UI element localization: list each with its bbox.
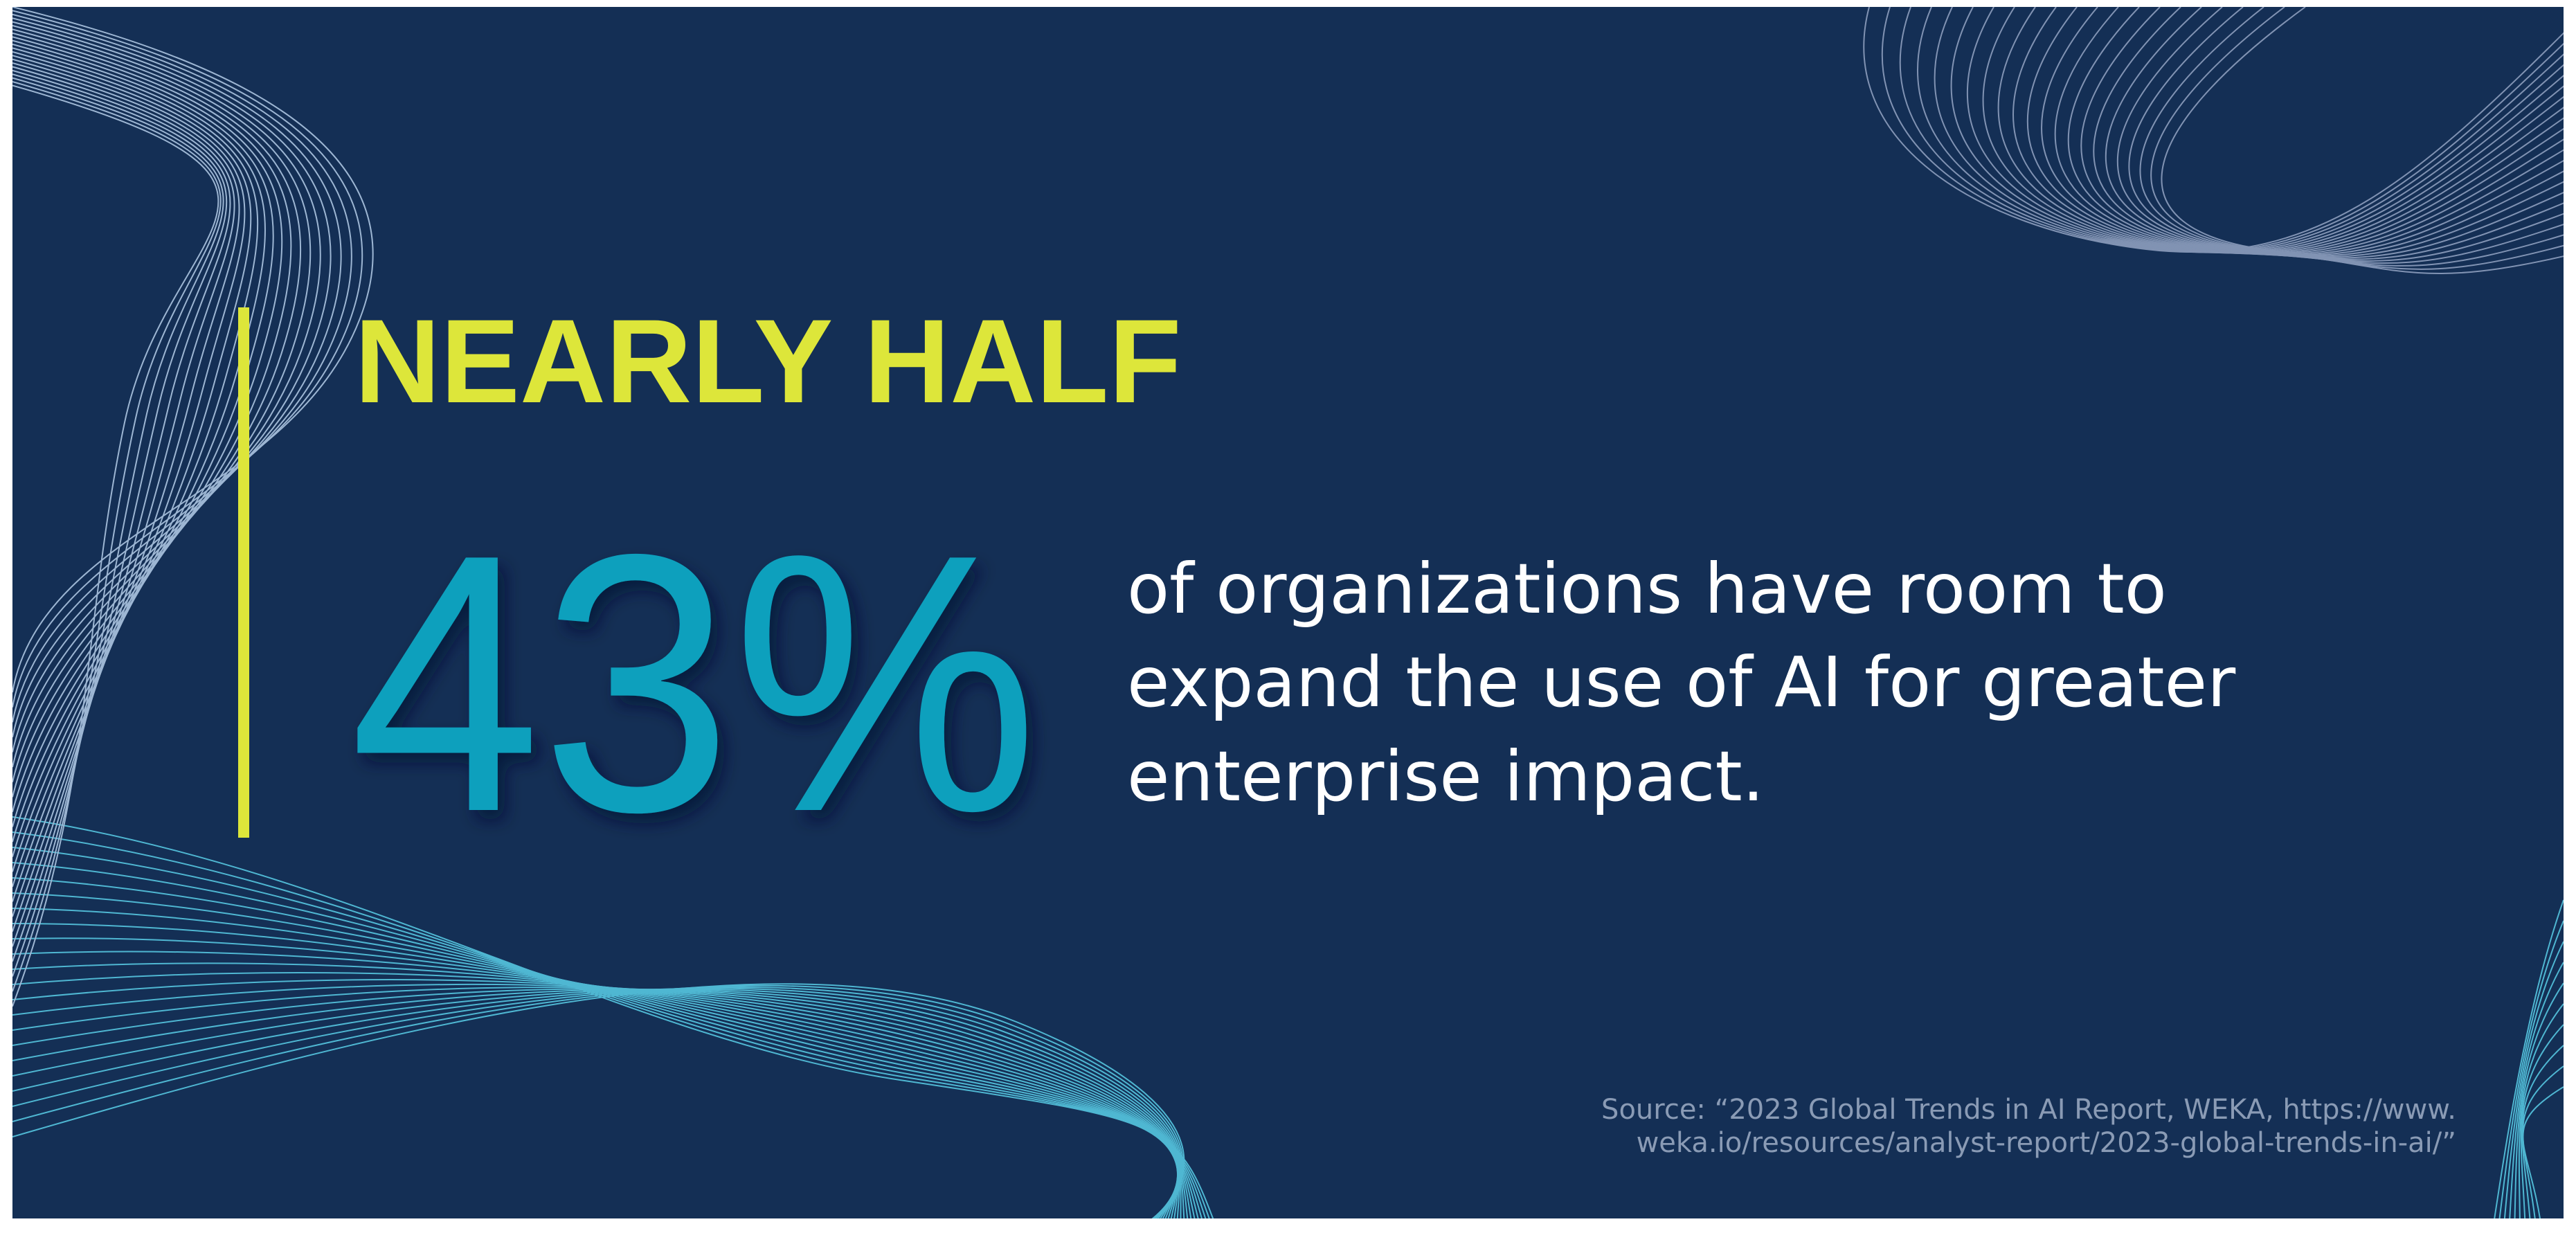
wave-line bbox=[2498, 920, 2564, 1218]
wave-line bbox=[12, 988, 1180, 1218]
wave-line bbox=[2161, 7, 2564, 274]
wave-line bbox=[12, 66, 235, 932]
wave-line bbox=[12, 987, 1181, 1218]
description-line: enterprise impact. bbox=[1127, 736, 1764, 817]
wave-line bbox=[1934, 7, 2564, 253]
wave-line bbox=[12, 51, 259, 872]
wave-line bbox=[1950, 7, 2564, 254]
wave-line bbox=[2521, 1045, 2564, 1218]
wave-line bbox=[2150, 7, 2564, 270]
wave-line bbox=[2128, 7, 2564, 264]
wave-line bbox=[12, 73, 228, 962]
description-line: expand the use of AI for greater bbox=[1127, 642, 2236, 723]
wave-line bbox=[12, 25, 321, 768]
wave-line bbox=[1997, 7, 2564, 255]
wave-line bbox=[2503, 941, 2564, 1218]
wave-line bbox=[1982, 7, 2564, 254]
wave-line bbox=[12, 988, 1179, 1218]
wave-line bbox=[1899, 7, 2564, 253]
wave-line bbox=[12, 28, 312, 782]
wave-line bbox=[12, 984, 1184, 1218]
wave-line bbox=[12, 69, 231, 947]
wave-line bbox=[12, 10, 363, 708]
wave-line bbox=[12, 21, 332, 753]
source-line: Source: “2023 Global Trends in AI Report… bbox=[1601, 1094, 2456, 1126]
wave-line bbox=[2518, 1003, 2564, 1218]
wave-line bbox=[12, 36, 292, 813]
wave-line bbox=[12, 986, 1182, 1218]
wave-line bbox=[12, 62, 240, 917]
wave-line bbox=[2067, 7, 2564, 258]
description: of organizations have room to expand the… bbox=[1127, 548, 2236, 817]
wave-line bbox=[2027, 7, 2564, 255]
wave-line bbox=[2012, 7, 2564, 255]
wave-line bbox=[2494, 899, 2564, 1218]
wave-line bbox=[12, 39, 283, 827]
wave-line bbox=[2509, 962, 2564, 1218]
wave-line bbox=[12, 47, 266, 857]
wave-line bbox=[12, 58, 246, 902]
wave-line bbox=[2116, 7, 2564, 262]
wave-line bbox=[2093, 7, 2564, 259]
wave-line bbox=[12, 84, 219, 1007]
wave-line bbox=[2139, 7, 2564, 267]
source-line: weka.io/resources/analyst-report/2023-gl… bbox=[1637, 1127, 2456, 1159]
wave-line bbox=[12, 55, 252, 888]
wave-line bbox=[2080, 7, 2564, 258]
wave-line bbox=[1917, 7, 2564, 253]
wave-line bbox=[2054, 7, 2564, 257]
accent-bar bbox=[238, 307, 249, 838]
wave-line bbox=[2514, 982, 2564, 1218]
wave-line bbox=[12, 13, 352, 723]
wave-line bbox=[12, 32, 302, 798]
wave-line bbox=[2522, 1086, 2564, 1218]
wave-line bbox=[12, 983, 1185, 1218]
wave-line bbox=[12, 7, 374, 693]
headline: NEARLY HALF bbox=[354, 295, 1182, 428]
description-line: of organizations have room to bbox=[1127, 548, 2167, 629]
wave-line bbox=[2520, 1024, 2564, 1218]
wave-line bbox=[12, 17, 342, 738]
wave-line bbox=[1966, 7, 2564, 254]
source: Source: “2023 Global Trends in AI Report… bbox=[1601, 1094, 2456, 1159]
wave-line bbox=[1881, 7, 2564, 253]
wave-line bbox=[12, 989, 1180, 1218]
stat: 43% bbox=[350, 478, 1038, 888]
wave-decoration bbox=[12, 7, 2564, 1218]
wave-line bbox=[2105, 7, 2564, 260]
wave-line bbox=[2041, 7, 2564, 256]
